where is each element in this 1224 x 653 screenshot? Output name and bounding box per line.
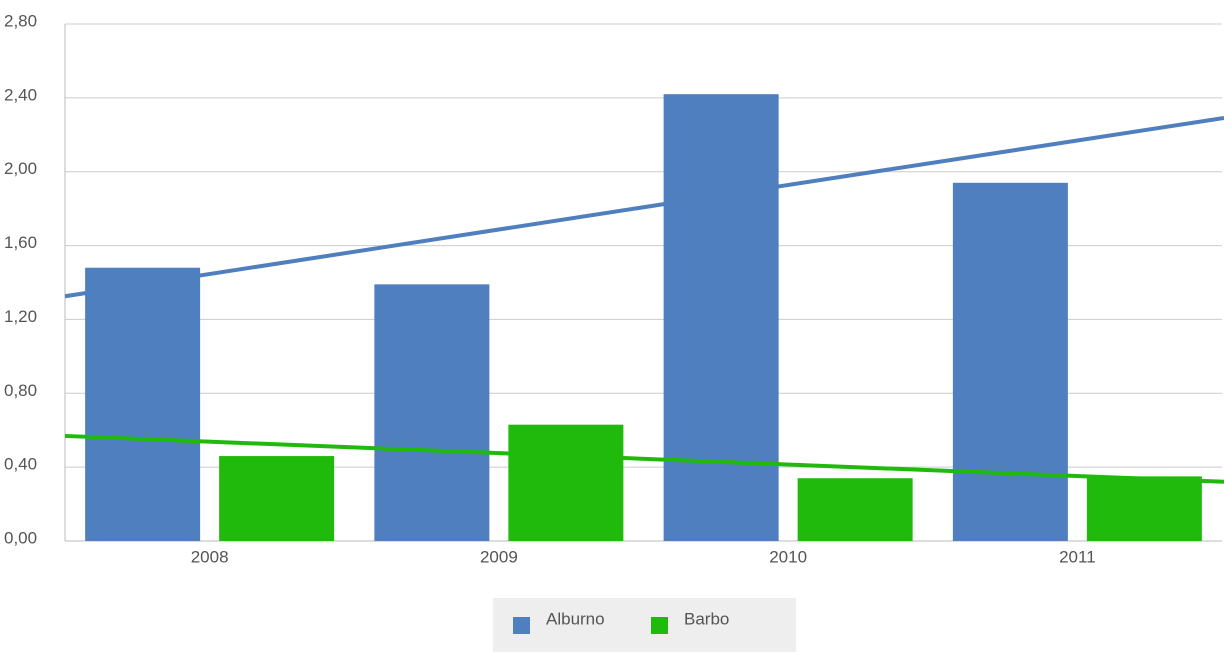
- trend-line: [64, 115, 1224, 299]
- x-tick-label: 2010: [769, 547, 807, 566]
- bar: [952, 182, 1068, 542]
- legend-label: Barbo: [684, 609, 729, 628]
- x-tick-label: 2008: [191, 547, 229, 566]
- legend-swatch: [651, 617, 668, 634]
- bar: [797, 478, 913, 541]
- bar: [219, 456, 335, 541]
- bar: [663, 94, 779, 542]
- legend-label: Alburno: [546, 609, 605, 628]
- y-tick-label: 2,00: [4, 159, 37, 178]
- y-tick-label: 2,40: [4, 85, 37, 104]
- y-tick-label: 0,40: [4, 455, 37, 474]
- trend-line: [64, 433, 1224, 484]
- y-tick-label: 1,60: [4, 233, 37, 252]
- x-tick-label: 2009: [480, 547, 518, 566]
- bar: [85, 267, 201, 541]
- y-tick-label: 0,80: [4, 381, 37, 400]
- bar: [508, 424, 624, 541]
- y-tick-label: 2,80: [4, 11, 37, 30]
- bar: [374, 284, 490, 541]
- bar: [1086, 476, 1202, 541]
- y-tick-label: 0,00: [4, 528, 37, 547]
- y-tick-label: 1,20: [4, 307, 37, 326]
- legend-swatch: [513, 617, 530, 634]
- legend-box: [493, 598, 796, 652]
- x-tick-label: 2011: [1059, 547, 1096, 566]
